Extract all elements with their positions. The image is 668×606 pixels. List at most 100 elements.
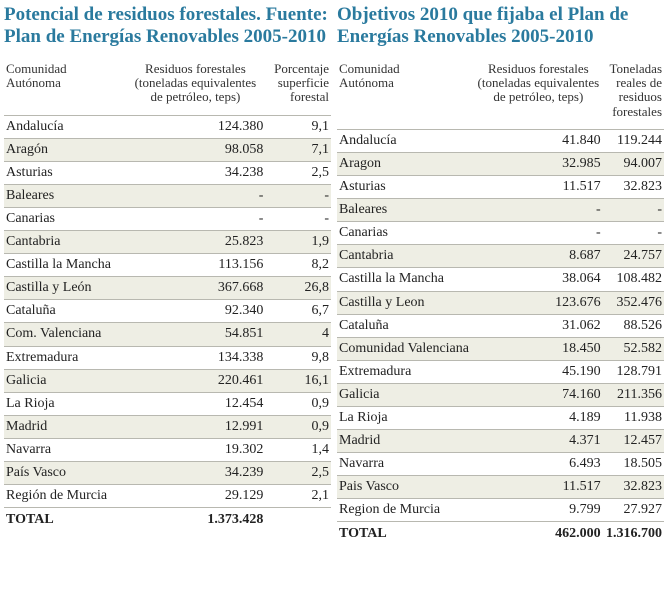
table-row: Madrid12.9910,9 xyxy=(4,415,331,438)
right-col1-header: Comunidad Autónoma xyxy=(337,58,474,130)
table-row: Galicia74.160211.356 xyxy=(337,383,664,406)
cell-value: 16,1 xyxy=(265,369,331,392)
hdr-text: Comunidad xyxy=(6,61,67,76)
cell-value: 2,5 xyxy=(265,461,331,484)
hdr-text: Porcentaje xyxy=(274,61,329,76)
table-row: La Rioja12.4540,9 xyxy=(4,392,331,415)
cell-value: 74.160 xyxy=(474,383,603,406)
cell-region: Madrid xyxy=(4,415,125,438)
table-row: Cantabria25.8231,9 xyxy=(4,231,331,254)
total-value: 1.373.428 xyxy=(125,508,265,532)
hdr-text: superficie xyxy=(278,75,329,90)
cell-region: Baleares xyxy=(4,184,125,207)
table-row: Canarias-- xyxy=(4,207,331,230)
left-tbody: Andalucía124.3809,1Aragón98.0587,1Asturi… xyxy=(4,115,331,531)
cell-value: 18.505 xyxy=(603,453,664,476)
cell-value: 12.454 xyxy=(125,392,265,415)
cell-value: 94.007 xyxy=(603,152,664,175)
left-col1-header: Comunidad Autónoma xyxy=(4,58,125,115)
hdr-text: Toneladas xyxy=(609,61,662,76)
hdr-text: Residuos forestales xyxy=(488,61,589,76)
left-col2-header: Residuos forestales (toneladas equivalen… xyxy=(125,58,265,115)
cell-value: 4.189 xyxy=(474,407,603,430)
cell-value: 352.476 xyxy=(603,291,664,314)
cell-region: País Vasco xyxy=(4,461,125,484)
cell-value: 41.840 xyxy=(474,129,603,152)
cell-value: 92.340 xyxy=(125,300,265,323)
cell-value: - xyxy=(474,199,603,222)
cell-region: Canarias xyxy=(337,222,474,245)
cell-value: 6,7 xyxy=(265,300,331,323)
table-row: Aragon32.98594.007 xyxy=(337,152,664,175)
table-row: Castilla y León367.66826,8 xyxy=(4,277,331,300)
cell-value: - xyxy=(125,207,265,230)
cell-value: 0,9 xyxy=(265,392,331,415)
table-row: Castilla la Mancha113.1568,2 xyxy=(4,254,331,277)
cell-value: 38.064 xyxy=(474,268,603,291)
total-label: TOTAL xyxy=(4,508,125,532)
table-row: Madrid4.37112.457 xyxy=(337,430,664,453)
cell-value: - xyxy=(265,207,331,230)
right-table-block: Objetivos 2010 que fijaba el Plan de Ene… xyxy=(337,4,664,546)
left-table: Comunidad Autónoma Residuos forestales (… xyxy=(4,58,331,532)
table-row: Region de Murcia9.79927.927 xyxy=(337,499,664,522)
cell-region: Pais Vasco xyxy=(337,476,474,499)
table-row: Castilla y Leon123.676352.476 xyxy=(337,291,664,314)
cell-region: Cantabria xyxy=(337,245,474,268)
cell-value: 2,1 xyxy=(265,485,331,508)
cell-value: 119.244 xyxy=(603,129,664,152)
total-value: 462.000 xyxy=(474,522,603,546)
cell-value: 31.062 xyxy=(474,314,603,337)
cell-region: Baleares xyxy=(337,199,474,222)
hdr-text: Comunidad xyxy=(339,61,400,76)
cell-region: Aragón xyxy=(4,138,125,161)
cell-region: Region de Murcia xyxy=(337,499,474,522)
hdr-text: forestal xyxy=(290,89,329,104)
cell-value: - xyxy=(603,222,664,245)
table-row: Pais Vasco11.51732.823 xyxy=(337,476,664,499)
cell-region: Aragon xyxy=(337,152,474,175)
cell-value: 88.526 xyxy=(603,314,664,337)
cell-region: Navarra xyxy=(4,438,125,461)
cell-value: 32.823 xyxy=(603,176,664,199)
cell-region: Galicia xyxy=(337,383,474,406)
cell-value: 11.517 xyxy=(474,176,603,199)
cell-value: - xyxy=(603,199,664,222)
table-row: Cataluña31.06288.526 xyxy=(337,314,664,337)
cell-value: 108.482 xyxy=(603,268,664,291)
table-row: Andalucía41.840119.244 xyxy=(337,129,664,152)
cell-value: 4.371 xyxy=(474,430,603,453)
table-row: Baleares-- xyxy=(337,199,664,222)
cell-value: 128.791 xyxy=(603,360,664,383)
cell-value: 11.938 xyxy=(603,407,664,430)
table-row: Castilla la Mancha38.064108.482 xyxy=(337,268,664,291)
cell-value: 6.493 xyxy=(474,453,603,476)
cell-region: Cataluña xyxy=(337,314,474,337)
hdr-text: (toneladas equivalentes xyxy=(135,75,257,90)
cell-value: 211.356 xyxy=(603,383,664,406)
hdr-text: forestales xyxy=(612,104,662,119)
cell-value: 8,2 xyxy=(265,254,331,277)
hdr-text: de petróleo, teps) xyxy=(150,89,240,104)
cell-value: - xyxy=(474,222,603,245)
cell-region: Cataluña xyxy=(4,300,125,323)
right-table: Comunidad Autónoma Residuos forestales (… xyxy=(337,58,664,546)
cell-region: Canarias xyxy=(4,207,125,230)
table-row: Extremadura45.190128.791 xyxy=(337,360,664,383)
table-row: Asturias34.2382,5 xyxy=(4,161,331,184)
left-title: Potencial de residuos forestales. Fuente… xyxy=(4,4,331,48)
cell-region: La Rioja xyxy=(337,407,474,430)
hdr-text: reales de xyxy=(616,75,662,90)
cell-value: 9.799 xyxy=(474,499,603,522)
cell-region: Com. Valenciana xyxy=(4,323,125,346)
table-row: Canarias-- xyxy=(337,222,664,245)
cell-region: Navarra xyxy=(337,453,474,476)
right-col3-header: Toneladas reales de residuos forestales xyxy=(603,58,664,130)
cell-region: Comunidad Valenciana xyxy=(337,337,474,360)
hdr-text: Autónoma xyxy=(339,75,394,90)
cell-value: 12.457 xyxy=(603,430,664,453)
right-title: Objetivos 2010 que fijaba el Plan de Ene… xyxy=(337,4,664,48)
cell-value: 32.823 xyxy=(603,476,664,499)
table-row: Aragón98.0587,1 xyxy=(4,138,331,161)
table-row: Cataluña92.3406,7 xyxy=(4,300,331,323)
